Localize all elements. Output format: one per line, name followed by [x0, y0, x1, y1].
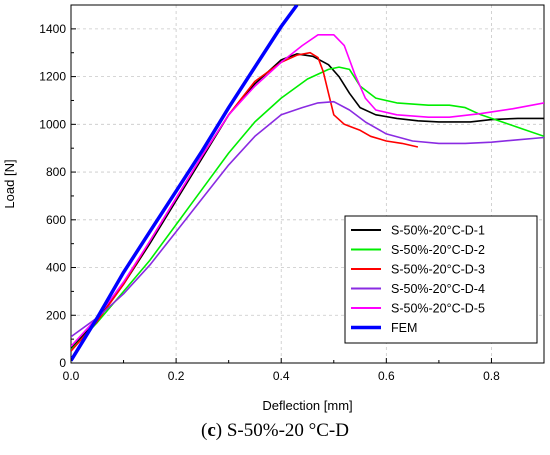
- line-chart: 0.0 0.2 0.4 0.6 0.8 0 200 400 600 800 1000 1200 1400…: [2, 4, 545, 413]
- figure-caption: (c) S-50%-20 °C-D: [201, 420, 349, 441]
- y-axis-label: Load [N]: [2, 159, 17, 208]
- legend-label: FEM: [391, 321, 417, 335]
- x-tick-label: 0.6: [378, 369, 395, 383]
- y-tick-label: 0: [59, 356, 66, 370]
- series-group: [71, 5, 544, 362]
- y-tick-label: 1400: [39, 22, 66, 36]
- y-tick-label: 400: [46, 261, 66, 275]
- caption-letter: c: [207, 420, 216, 441]
- series-line: [71, 34, 544, 347]
- y-tick-label: 200: [46, 308, 66, 322]
- series-line: [71, 100, 544, 338]
- x-tick-label: 0.2: [168, 369, 185, 383]
- x-tick-label: 0.0: [63, 369, 80, 383]
- x-tick-label: 0.4: [273, 369, 290, 383]
- x-axis-label: Deflection [mm]: [262, 398, 352, 413]
- y-tick-label: 1200: [39, 70, 66, 84]
- axis-ticks: 0.0 0.2 0.4 0.6 0.8 0 200 400 600 800 1000 1200 1400: [39, 22, 545, 383]
- series-line: [71, 53, 544, 350]
- series-line: [71, 66, 544, 351]
- caption-text: S-50%-20 °C-D: [226, 420, 349, 441]
- legend-label: S-50%-20°C-D-1: [391, 224, 485, 238]
- series-line: [71, 5, 299, 362]
- legend: S-50%-20°C-D-1 S-50%-20°C-D-2 S-50%-20°C-D…: [344, 215, 538, 344]
- legend-label: S-50%-20°C-D-3: [391, 263, 485, 277]
- legend-label: S-50%-20°C-D-5: [391, 302, 485, 316]
- legend-label: S-50%-20°C-D-4: [391, 282, 485, 296]
- grid: [70, 5, 544, 364]
- y-tick-label: 600: [46, 213, 66, 227]
- x-tick-label: 0.8: [483, 369, 500, 383]
- legend-box: [344, 215, 538, 344]
- plot-area: [70, 4, 545, 364]
- y-tick-label: 1000: [39, 117, 66, 131]
- legend-label: S-50%-20°C-D-2: [391, 243, 485, 257]
- y-tick-label: 800: [46, 165, 66, 179]
